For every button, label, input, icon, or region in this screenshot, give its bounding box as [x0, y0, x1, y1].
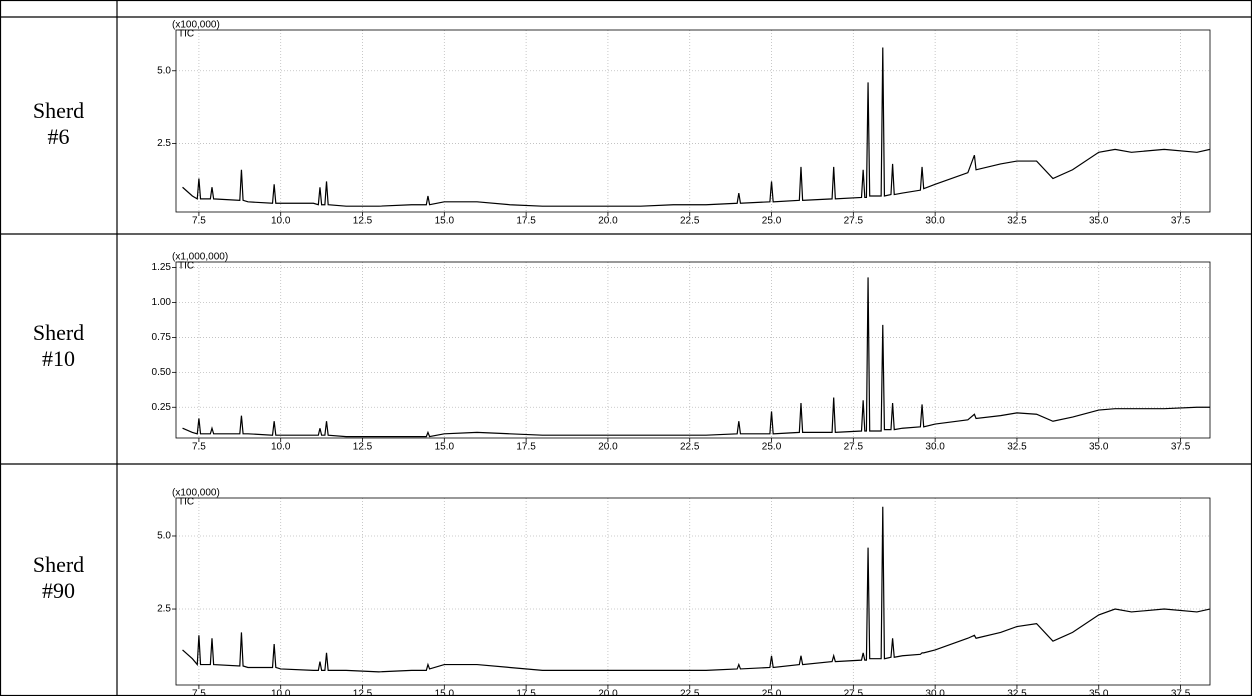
x-tick-label: 37.5	[1171, 216, 1191, 227]
scale-label: (x1,000,000)	[172, 252, 228, 263]
x-tick-label: 30.0	[925, 216, 945, 227]
series-name: TIC	[178, 261, 194, 272]
x-tick-label: 22.5	[680, 689, 700, 696]
x-tick-label: 32.5	[1007, 442, 1027, 453]
row-label-text: Sherd #6	[32, 98, 85, 149]
x-tick-label: 17.5	[516, 216, 536, 227]
y-tick-label: 1.00	[152, 297, 172, 308]
y-tick-label: 2.5	[157, 604, 171, 615]
x-tick-label: 12.5	[353, 689, 373, 696]
row-label: Sherd #90	[0, 552, 117, 604]
x-tick-label: 32.5	[1007, 216, 1027, 227]
x-tick-label: 35.0	[1089, 689, 1109, 696]
x-tick-label: 15.0	[435, 442, 455, 453]
chromatogram-line	[182, 47, 1210, 207]
x-tick-label: 27.5	[844, 216, 864, 227]
x-tick-label: 17.5	[516, 689, 536, 696]
x-tick-label: 37.5	[1171, 442, 1191, 453]
x-tick-label: 25.0	[762, 689, 782, 696]
x-tick-label: 27.5	[844, 689, 864, 696]
row-label: Sherd #6	[0, 98, 117, 150]
x-tick-label: 20.0	[598, 442, 618, 453]
x-tick-label: 12.5	[353, 216, 373, 227]
scale-label: (x100,000)	[172, 20, 220, 31]
x-tick-label: 12.5	[353, 442, 373, 453]
chromatogram-line	[182, 506, 1210, 673]
x-tick-label: 10.0	[271, 442, 291, 453]
x-tick-label: 22.5	[680, 216, 700, 227]
y-tick-label: 5.0	[157, 531, 171, 542]
series-name: TIC	[178, 29, 194, 40]
plot-frame	[175, 497, 1211, 686]
x-tick-label: 17.5	[516, 442, 536, 453]
row-label: Sherd #10	[0, 320, 117, 372]
y-tick-label: 1.25	[152, 262, 172, 273]
y-tick-label: 0.25	[152, 402, 172, 413]
x-tick-label: 7.5	[192, 442, 206, 453]
scale-label: (x100,000)	[172, 488, 220, 499]
x-tick-label: 27.5	[844, 442, 864, 453]
x-tick-label: 10.0	[271, 216, 291, 227]
y-tick-label: 0.50	[152, 367, 172, 378]
x-tick-label: 30.0	[925, 442, 945, 453]
plot-frame	[175, 261, 1211, 439]
row-label-text: Sherd #90	[32, 552, 85, 603]
row-label-text: Sherd #10	[32, 320, 85, 371]
x-tick-label: 35.0	[1089, 442, 1109, 453]
plot-frame	[175, 29, 1211, 213]
x-tick-label: 20.0	[598, 689, 618, 696]
x-tick-label: 30.0	[925, 689, 945, 696]
series-name: TIC	[178, 497, 194, 508]
x-tick-label: 25.0	[762, 442, 782, 453]
x-tick-label: 7.5	[192, 216, 206, 227]
x-tick-label: 37.5	[1171, 689, 1191, 696]
x-tick-label: 22.5	[680, 442, 700, 453]
x-tick-label: 20.0	[598, 216, 618, 227]
y-tick-label: 2.5	[157, 138, 171, 149]
x-tick-label: 35.0	[1089, 216, 1109, 227]
y-tick-label: 5.0	[157, 65, 171, 76]
chromatogram-line	[182, 277, 1210, 438]
x-tick-label: 32.5	[1007, 689, 1027, 696]
x-tick-label: 25.0	[762, 216, 782, 227]
x-tick-label: 7.5	[192, 689, 206, 696]
y-tick-label: 0.75	[152, 332, 172, 343]
x-tick-label: 15.0	[435, 689, 455, 696]
x-tick-label: 15.0	[435, 216, 455, 227]
x-tick-label: 10.0	[271, 689, 291, 696]
